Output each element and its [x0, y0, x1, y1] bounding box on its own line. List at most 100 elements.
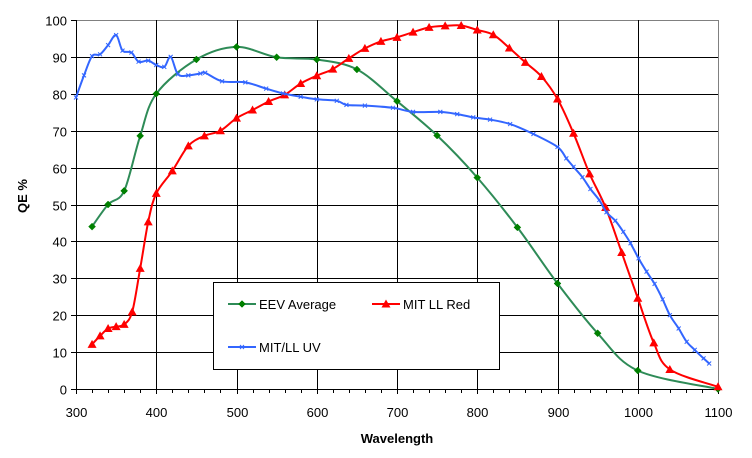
- data-point-x: [652, 281, 657, 287]
- y-tick-label: 100: [45, 14, 67, 29]
- x-axis-ticks: 300 400 500 600 700 800 900 1000 1100: [66, 389, 732, 420]
- data-point-x: [153, 62, 159, 68]
- data-point-triangle: [143, 217, 153, 226]
- data-point-x: [89, 53, 95, 59]
- data-point-x: [410, 109, 416, 115]
- data-point-x: [580, 174, 585, 180]
- data-point-triangle: [111, 322, 121, 331]
- data-point-triangle: [617, 247, 627, 256]
- data-point-x: [185, 72, 191, 78]
- data-point-triangle: [264, 97, 274, 106]
- data-point-x: [604, 209, 609, 215]
- data-point-x: [692, 347, 698, 353]
- data-point-triangle: [392, 32, 402, 41]
- data-point-x: [706, 361, 712, 366]
- x-tick-label: 800: [467, 405, 489, 420]
- data-point-triangle: [127, 307, 137, 316]
- y-tick-label: 90: [53, 51, 67, 66]
- data-point-diamond: [104, 200, 112, 209]
- data-point-x: [113, 32, 119, 38]
- x-tick-label: 500: [227, 405, 249, 420]
- x-tick-label: 900: [548, 405, 570, 420]
- data-point-x: [105, 42, 111, 48]
- legend-item: MIT/LL UV: [228, 340, 321, 355]
- data-point-x: [470, 115, 476, 120]
- data-point-x: [298, 94, 304, 100]
- legend-label: MIT/LL UV: [259, 340, 321, 355]
- data-point-triangle: [553, 94, 562, 103]
- data-point-x: [596, 197, 602, 203]
- data-point-triangle: [504, 43, 514, 52]
- legend-label: MIT LL Red: [403, 297, 470, 312]
- data-point-x: [198, 71, 203, 76]
- data-point-triangle: [312, 71, 322, 80]
- data-point-x: [97, 51, 103, 57]
- data-point-diamond: [553, 279, 562, 288]
- legend-item: EEV Average: [228, 297, 336, 312]
- data-point-diamond: [192, 55, 201, 64]
- y-tick-label: 30: [53, 272, 67, 287]
- y-axis-title: QE %: [15, 179, 30, 213]
- data-point-triangle: [296, 78, 306, 87]
- data-point-triangle: [328, 64, 338, 73]
- data-point-x: [667, 312, 673, 318]
- data-point-x: [531, 131, 536, 137]
- legend-label: EEV Average: [259, 297, 336, 312]
- data-point-diamond: [513, 223, 522, 232]
- series-mit-ll-uv: [73, 32, 712, 366]
- data-point-triangle: [119, 319, 129, 328]
- data-point-x: [314, 96, 320, 102]
- x-tick-label: 400: [146, 405, 168, 420]
- data-point-triangle: [215, 126, 225, 135]
- data-point-x: [390, 105, 396, 111]
- data-point-triangle: [665, 364, 675, 373]
- data-point-x: [219, 78, 225, 84]
- data-point-x: [362, 103, 368, 108]
- data-point-x: [129, 50, 134, 55]
- data-point-x: [242, 80, 248, 85]
- data-point-triangle: [713, 382, 723, 391]
- legend-item: MIT LL Red: [372, 297, 470, 312]
- x-tick-label: 300: [66, 405, 88, 420]
- data-point-x: [136, 59, 141, 65]
- series-mit-ll-red: [87, 21, 723, 391]
- y-tick-label: 20: [53, 309, 67, 324]
- data-point-triangle: [232, 113, 241, 122]
- data-point-x: [628, 240, 633, 246]
- data-point-x: [487, 117, 493, 122]
- data-point-diamond: [593, 329, 602, 338]
- data-point-x: [676, 326, 682, 331]
- data-point-x: [636, 256, 641, 261]
- data-point-triangle: [440, 21, 450, 30]
- data-point-x: [145, 58, 151, 63]
- data-point-x: [701, 356, 706, 361]
- data-point-triangle: [135, 263, 145, 272]
- data-point-triangle: [248, 105, 258, 114]
- series-group: [73, 21, 723, 393]
- data-point-triangle: [376, 36, 386, 45]
- legend: EEV Average MIT LL Red MIT/LL UV: [228, 297, 470, 355]
- data-point-diamond: [136, 132, 145, 140]
- data-point-triangle: [408, 27, 418, 36]
- data-point-x: [571, 164, 576, 170]
- data-point-triangle: [151, 188, 161, 197]
- data-point-diamond: [353, 65, 361, 74]
- data-point-x: [280, 91, 286, 96]
- data-point-x: [454, 111, 460, 117]
- data-point-triangle: [424, 22, 434, 31]
- y-tick-label: 60: [53, 162, 67, 177]
- data-point-triangle: [344, 53, 354, 62]
- data-point-x: [120, 48, 125, 53]
- y-tick-label: 80: [53, 88, 67, 103]
- data-point-triangle: [585, 169, 595, 178]
- data-point-x: [644, 269, 649, 275]
- data-point-diamond: [238, 300, 246, 308]
- data-point-triangle: [183, 141, 193, 150]
- data-point-triangle: [199, 131, 209, 140]
- data-point-triangle: [633, 293, 643, 302]
- data-point-x: [239, 344, 245, 350]
- data-point-x: [168, 54, 174, 60]
- data-point-x: [612, 218, 618, 224]
- data-point-x: [660, 296, 665, 302]
